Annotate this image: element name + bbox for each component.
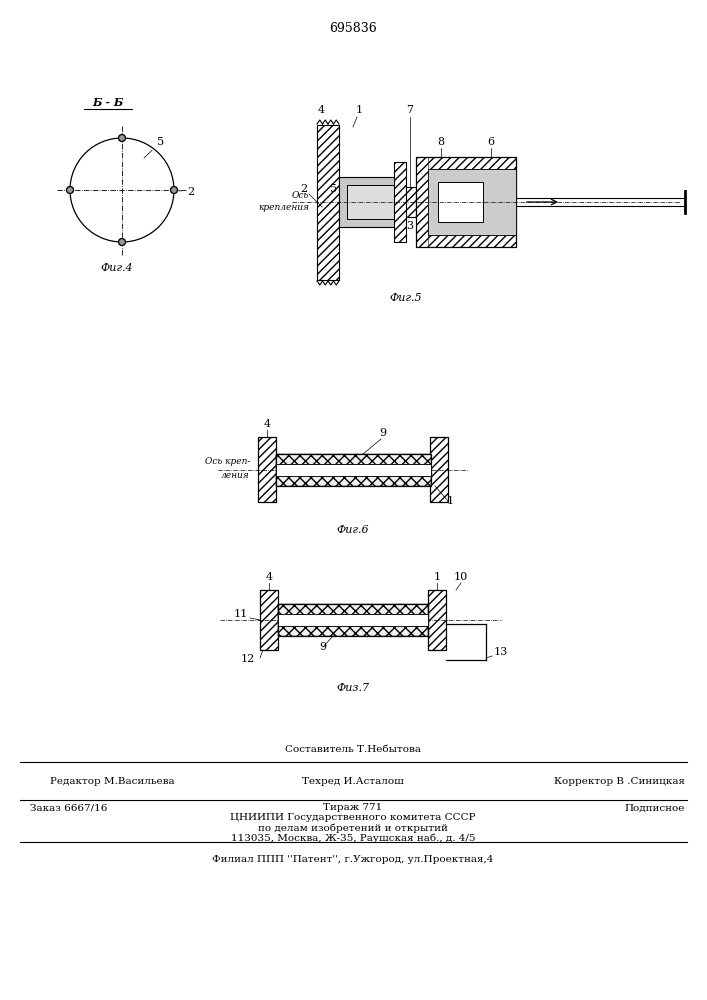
Text: крепления: крепления <box>258 202 309 212</box>
Circle shape <box>66 186 74 194</box>
Text: 9: 9 <box>380 428 387 438</box>
Text: Корректор В .Синицкая: Корректор В .Синицкая <box>554 776 685 786</box>
Bar <box>428 590 446 650</box>
Bar <box>258 437 276 502</box>
Bar <box>317 125 339 280</box>
Text: ЦНИИПИ Государственного комитета СССР: ЦНИИПИ Государственного комитета СССР <box>230 814 476 822</box>
Bar <box>394 162 406 242</box>
Text: 1: 1 <box>433 572 440 582</box>
Bar <box>347 185 404 219</box>
Bar <box>347 185 404 219</box>
Text: 2: 2 <box>175 187 194 197</box>
Text: 4: 4 <box>317 105 325 115</box>
Text: 11: 11 <box>234 609 248 619</box>
Bar <box>416 235 516 247</box>
Text: 10: 10 <box>454 572 468 582</box>
Text: 13: 13 <box>494 647 508 657</box>
Circle shape <box>66 186 74 194</box>
Circle shape <box>70 138 174 242</box>
Text: 1: 1 <box>446 496 454 506</box>
Bar <box>317 125 339 280</box>
Text: по делам изобретений и открытий: по делам изобретений и открытий <box>258 823 448 833</box>
Text: Составитель Т.Небытова: Составитель Т.Небытова <box>285 744 421 754</box>
Circle shape <box>170 186 177 194</box>
Text: Редактор М.Васильева: Редактор М.Васильева <box>50 776 175 786</box>
Bar <box>416 157 516 247</box>
Bar <box>430 437 448 502</box>
Text: 5: 5 <box>144 137 164 158</box>
Text: Тираж 771: Тираж 771 <box>323 802 382 812</box>
Text: Филиал ППП ''Патент'', г.Ужгород, ул.Проектная,4: Филиал ППП ''Патент'', г.Ужгород, ул.Про… <box>212 856 493 864</box>
Text: Подписное: Подписное <box>624 804 685 812</box>
Text: 113035, Москва, Ж-35, Раушская наб., д. 4/5: 113035, Москва, Ж-35, Раушская наб., д. … <box>230 833 475 843</box>
Text: Физ.7: Физ.7 <box>337 683 370 693</box>
Circle shape <box>119 238 126 245</box>
Text: Техред И.Асталош: Техред И.Асталош <box>302 776 404 786</box>
Text: 6: 6 <box>487 137 495 147</box>
Text: 4: 4 <box>265 572 273 582</box>
Text: Фиг.5: Фиг.5 <box>390 293 422 303</box>
Bar <box>438 182 483 222</box>
Bar <box>339 177 404 227</box>
Circle shape <box>119 238 126 245</box>
Text: 5: 5 <box>330 184 337 194</box>
Bar <box>430 437 448 502</box>
Text: 1: 1 <box>356 105 363 115</box>
Bar <box>278 604 428 636</box>
Text: Б - Б: Б - Б <box>93 98 124 108</box>
Text: 3: 3 <box>407 221 414 231</box>
Bar <box>278 614 428 626</box>
Text: 8: 8 <box>438 137 445 147</box>
Bar <box>404 187 416 217</box>
Text: Фиг.6: Фиг.6 <box>337 525 369 535</box>
Bar <box>276 454 431 486</box>
Text: 4: 4 <box>264 419 271 429</box>
Bar <box>278 604 428 636</box>
Bar <box>276 454 431 486</box>
Bar <box>339 177 404 227</box>
Text: 9: 9 <box>320 642 327 652</box>
Text: Ось креп-: Ось креп- <box>204 458 250 466</box>
Bar <box>276 464 431 476</box>
Bar <box>260 590 278 650</box>
Circle shape <box>170 186 177 194</box>
Bar <box>428 169 516 235</box>
Text: Заказ 6667/16: Заказ 6667/16 <box>30 804 107 812</box>
Text: 12: 12 <box>241 654 255 664</box>
Text: Ось: Ось <box>292 192 309 200</box>
Bar <box>404 187 416 217</box>
Bar <box>394 162 406 242</box>
Bar <box>258 437 276 502</box>
Text: ления: ления <box>221 471 250 480</box>
Text: Фиг.4: Фиг.4 <box>100 263 134 273</box>
Circle shape <box>119 134 126 141</box>
Bar <box>416 157 516 169</box>
Bar <box>416 157 428 247</box>
Bar <box>260 590 278 650</box>
Text: 2: 2 <box>300 184 307 194</box>
Circle shape <box>119 134 126 141</box>
Text: 695836: 695836 <box>329 21 377 34</box>
Text: 7: 7 <box>407 105 414 115</box>
Bar <box>428 590 446 650</box>
